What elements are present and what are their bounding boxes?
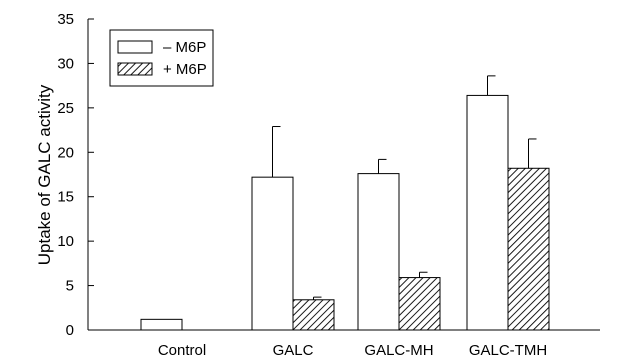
y-tick-label: 15 xyxy=(57,189,74,206)
bar xyxy=(357,173,400,331)
bar xyxy=(140,318,183,331)
y-tick-label: 20 xyxy=(57,144,74,161)
category-labels: Control GALC GALC-MH GALC-TMH xyxy=(158,342,547,357)
y-tick-label: 10 xyxy=(57,233,74,250)
bar xyxy=(292,299,335,331)
category-label: GALC-MH xyxy=(364,342,433,357)
bar xyxy=(466,94,509,331)
y-axis-title: Uptake of GALC activity xyxy=(35,84,54,265)
legend-swatch-minus-m6p xyxy=(117,40,153,54)
y-tick-label: 25 xyxy=(57,100,74,117)
legend: – M6P + M6P xyxy=(109,29,214,87)
y-tick-label: 5 xyxy=(66,278,74,295)
bars xyxy=(140,75,550,331)
y-tick-label: 35 xyxy=(57,11,74,28)
category-label: GALC xyxy=(273,342,314,357)
y-tick-label: 0 xyxy=(66,322,74,339)
legend-label-plus-m6p: + M6P xyxy=(163,61,207,78)
y-tick-label: 30 xyxy=(57,55,74,72)
category-label: GALC-TMH xyxy=(469,342,547,357)
category-label: Control xyxy=(158,342,206,357)
bar xyxy=(251,176,294,331)
bar xyxy=(507,167,550,331)
legend-swatch-plus-m6p xyxy=(117,62,153,76)
legend-label-minus-m6p: – M6P xyxy=(163,39,206,56)
legend-frame xyxy=(109,29,214,87)
bar xyxy=(398,277,441,331)
